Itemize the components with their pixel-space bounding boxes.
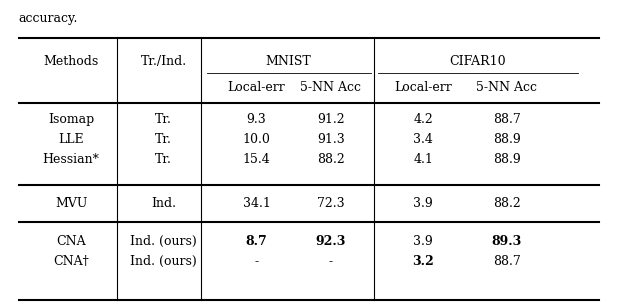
Text: 3.2: 3.2 [412, 255, 434, 268]
Text: 72.3: 72.3 [317, 197, 344, 210]
Text: 3.9: 3.9 [413, 235, 433, 248]
Text: 9.3: 9.3 [247, 113, 266, 126]
Text: 34.1: 34.1 [242, 197, 271, 210]
Text: 15.4: 15.4 [243, 153, 270, 166]
Text: 91.2: 91.2 [317, 113, 344, 126]
Text: 89.3: 89.3 [492, 235, 522, 248]
Text: Hessian*: Hessian* [43, 153, 99, 166]
Text: 91.3: 91.3 [317, 133, 344, 146]
Text: 92.3: 92.3 [315, 235, 346, 248]
Text: 3.9: 3.9 [413, 197, 433, 210]
Text: Ind. (ours): Ind. (ours) [130, 235, 197, 248]
Text: 88.2: 88.2 [493, 197, 520, 210]
Text: accuracy.: accuracy. [19, 12, 78, 25]
Text: Isomap: Isomap [48, 113, 94, 126]
Text: 4.2: 4.2 [413, 113, 433, 126]
Text: 8.7: 8.7 [245, 235, 268, 248]
Text: Tr.: Tr. [155, 153, 172, 166]
Text: Local-err: Local-err [394, 81, 452, 94]
Text: MVU: MVU [55, 197, 87, 210]
Text: LLE: LLE [58, 133, 84, 146]
Text: MNIST: MNIST [266, 55, 311, 68]
Text: Tr.: Tr. [155, 133, 172, 146]
Text: 88.7: 88.7 [493, 113, 520, 126]
Text: 5-NN Acc: 5-NN Acc [476, 81, 537, 94]
Text: -: - [329, 255, 332, 268]
Text: 3.4: 3.4 [413, 133, 433, 146]
Text: 88.9: 88.9 [493, 153, 520, 166]
Text: 88.7: 88.7 [493, 255, 520, 268]
Text: Ind. (ours): Ind. (ours) [130, 255, 197, 268]
Text: 88.2: 88.2 [317, 153, 344, 166]
Text: CNA†: CNA† [53, 255, 89, 268]
Text: CNA: CNA [56, 235, 86, 248]
Text: 4.1: 4.1 [413, 153, 433, 166]
Text: CIFAR10: CIFAR10 [449, 55, 506, 68]
Text: Ind.: Ind. [151, 197, 176, 210]
Text: 5-NN Acc: 5-NN Acc [300, 81, 361, 94]
Text: 10.0: 10.0 [242, 133, 271, 146]
Text: Local-err: Local-err [227, 81, 286, 94]
Text: Tr.: Tr. [155, 113, 172, 126]
Text: -: - [255, 255, 258, 268]
Text: Methods: Methods [43, 55, 99, 68]
Text: Tr./Ind.: Tr./Ind. [141, 55, 187, 68]
Text: 88.9: 88.9 [493, 133, 520, 146]
